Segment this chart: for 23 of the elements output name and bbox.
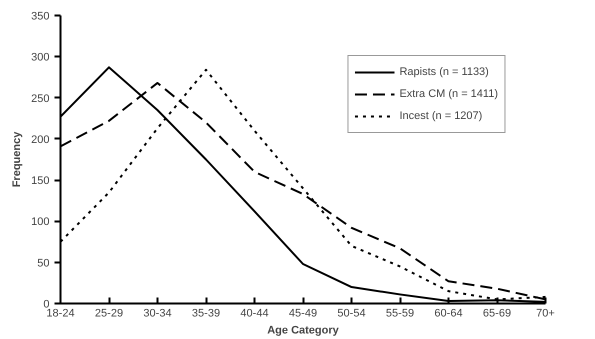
x-tick-label: 30-34: [143, 308, 172, 320]
y-axis-title: Frequency: [11, 130, 24, 188]
legend-label: Rapists (n = 1133): [399, 66, 489, 78]
y-tick-label: 150: [31, 175, 50, 188]
x-tick-label: 50-54: [337, 308, 366, 320]
x-tick-label: 18-24: [46, 308, 75, 320]
legend-label: Extra CM (n = 1411): [399, 88, 498, 100]
legend-label: Incest (n = 1207): [399, 110, 482, 122]
x-tick-label: 35-39: [192, 308, 220, 320]
y-tick-label: 100: [31, 216, 50, 228]
y-tick-label: 300: [31, 52, 50, 64]
x-tick-label: 25-29: [94, 308, 124, 320]
x-tick-label: 60-64: [434, 308, 463, 320]
x-tick-label: 65-69: [482, 308, 512, 320]
y-tick-label: 350: [31, 10, 50, 22]
x-tick-label: 45-49: [288, 308, 318, 320]
y-tick-label: 200: [31, 134, 50, 146]
y-tick-label: 250: [31, 92, 50, 105]
x-tick-label: 70+: [536, 308, 555, 320]
x-axis-title: Age Category: [267, 324, 340, 336]
y-tick-label: 50: [37, 257, 50, 270]
x-tick-label: 40-44: [240, 308, 269, 320]
x-tick-label: 55-59: [386, 308, 414, 320]
